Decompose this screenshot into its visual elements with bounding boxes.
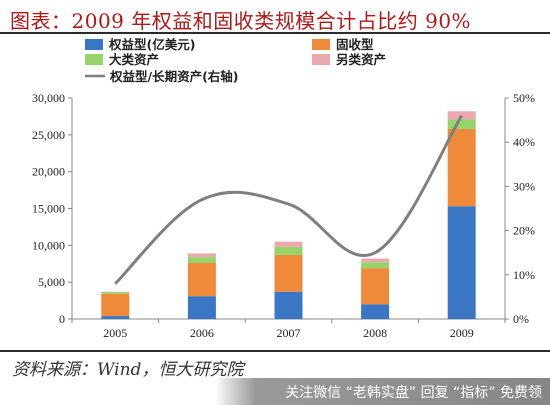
left-tick-label: 20,000 [32, 165, 65, 179]
bar-macro-2008 [361, 262, 390, 269]
right-tick-label: 30% [513, 179, 535, 193]
bar-macro-2007 [274, 246, 303, 255]
bar-fixed_income-2007 [274, 254, 303, 292]
bar-equity-2007 [274, 291, 303, 319]
legend-label-fixed_income: 固收型 [336, 37, 374, 52]
bar-equity-2008 [361, 304, 390, 319]
page-title: 图表：2009 年权益和固收类规模合计占比约 90% [10, 9, 472, 33]
x-tick-label: 2007 [277, 326, 301, 340]
left-tick-label: 5,000 [38, 275, 65, 289]
right-tick-label: 0% [513, 312, 529, 326]
watermark-banner: 关注微信 “老韩实盘” 回复 “指标” 免费领 [215, 378, 550, 405]
bar-alternative-2009 [447, 111, 476, 120]
x-tick-label: 2008 [363, 326, 387, 340]
left-tick-label: 30,000 [32, 91, 65, 105]
right-tick-label: 20% [513, 224, 535, 238]
bar-alternative-2008 [361, 258, 390, 263]
bar-macro-2006 [187, 257, 216, 264]
left-tick-label: 15,000 [32, 202, 65, 216]
left-tick-label: 10,000 [32, 238, 65, 252]
bar-equity-2005 [101, 316, 130, 319]
bar-fixed_income-2008 [361, 268, 390, 305]
bar-fixed_income-2009 [447, 128, 476, 207]
x-tick-label: 2009 [450, 326, 474, 340]
left-tick-label: 0 [59, 312, 65, 326]
bar-equity-2006 [187, 296, 216, 319]
legend-swatch-alternative [312, 54, 330, 65]
right-tick-label: 50% [513, 91, 535, 105]
bar-fixed_income-2006 [187, 263, 216, 297]
legend-swatch-macro [85, 54, 103, 65]
footer-divider [0, 350, 550, 352]
bar-alternative-2007 [274, 241, 303, 247]
x-tick-label: 2005 [103, 326, 127, 340]
legend-swatch-equity [85, 39, 103, 50]
legend-label-line: 权益型/长期资产(右轴) [109, 69, 239, 84]
bar-macro-2009 [447, 119, 476, 129]
legend-label-equity: 权益型(亿美元) [108, 37, 195, 52]
source-note: 资料来源：Wind，恒大研究院 [12, 360, 244, 380]
legend-label-alternative: 另类资产 [336, 52, 386, 67]
title-bar: 图表：2009 年权益和固收类规模合计占比约 90% [0, 0, 550, 34]
right-tick-label: 40% [513, 135, 535, 149]
bar-equity-2009 [447, 206, 476, 319]
x-tick-label: 2006 [190, 326, 214, 340]
right-tick-label: 10% [513, 268, 535, 282]
legend-label-macro: 大类资产 [109, 52, 159, 67]
bar-alternative-2005 [101, 291, 130, 293]
left-tick-label: 25,000 [32, 128, 65, 142]
legend-swatch-fixed_income [312, 39, 330, 50]
line-series-equity-ratio [114, 114, 463, 285]
watermark-text: 关注微信 “老韩实盘” 回复 “指标” 免费领 [285, 385, 542, 401]
bar-fixed_income-2005 [101, 293, 130, 317]
bar-macro-2005 [101, 292, 130, 294]
bar-alternative-2006 [187, 253, 216, 258]
